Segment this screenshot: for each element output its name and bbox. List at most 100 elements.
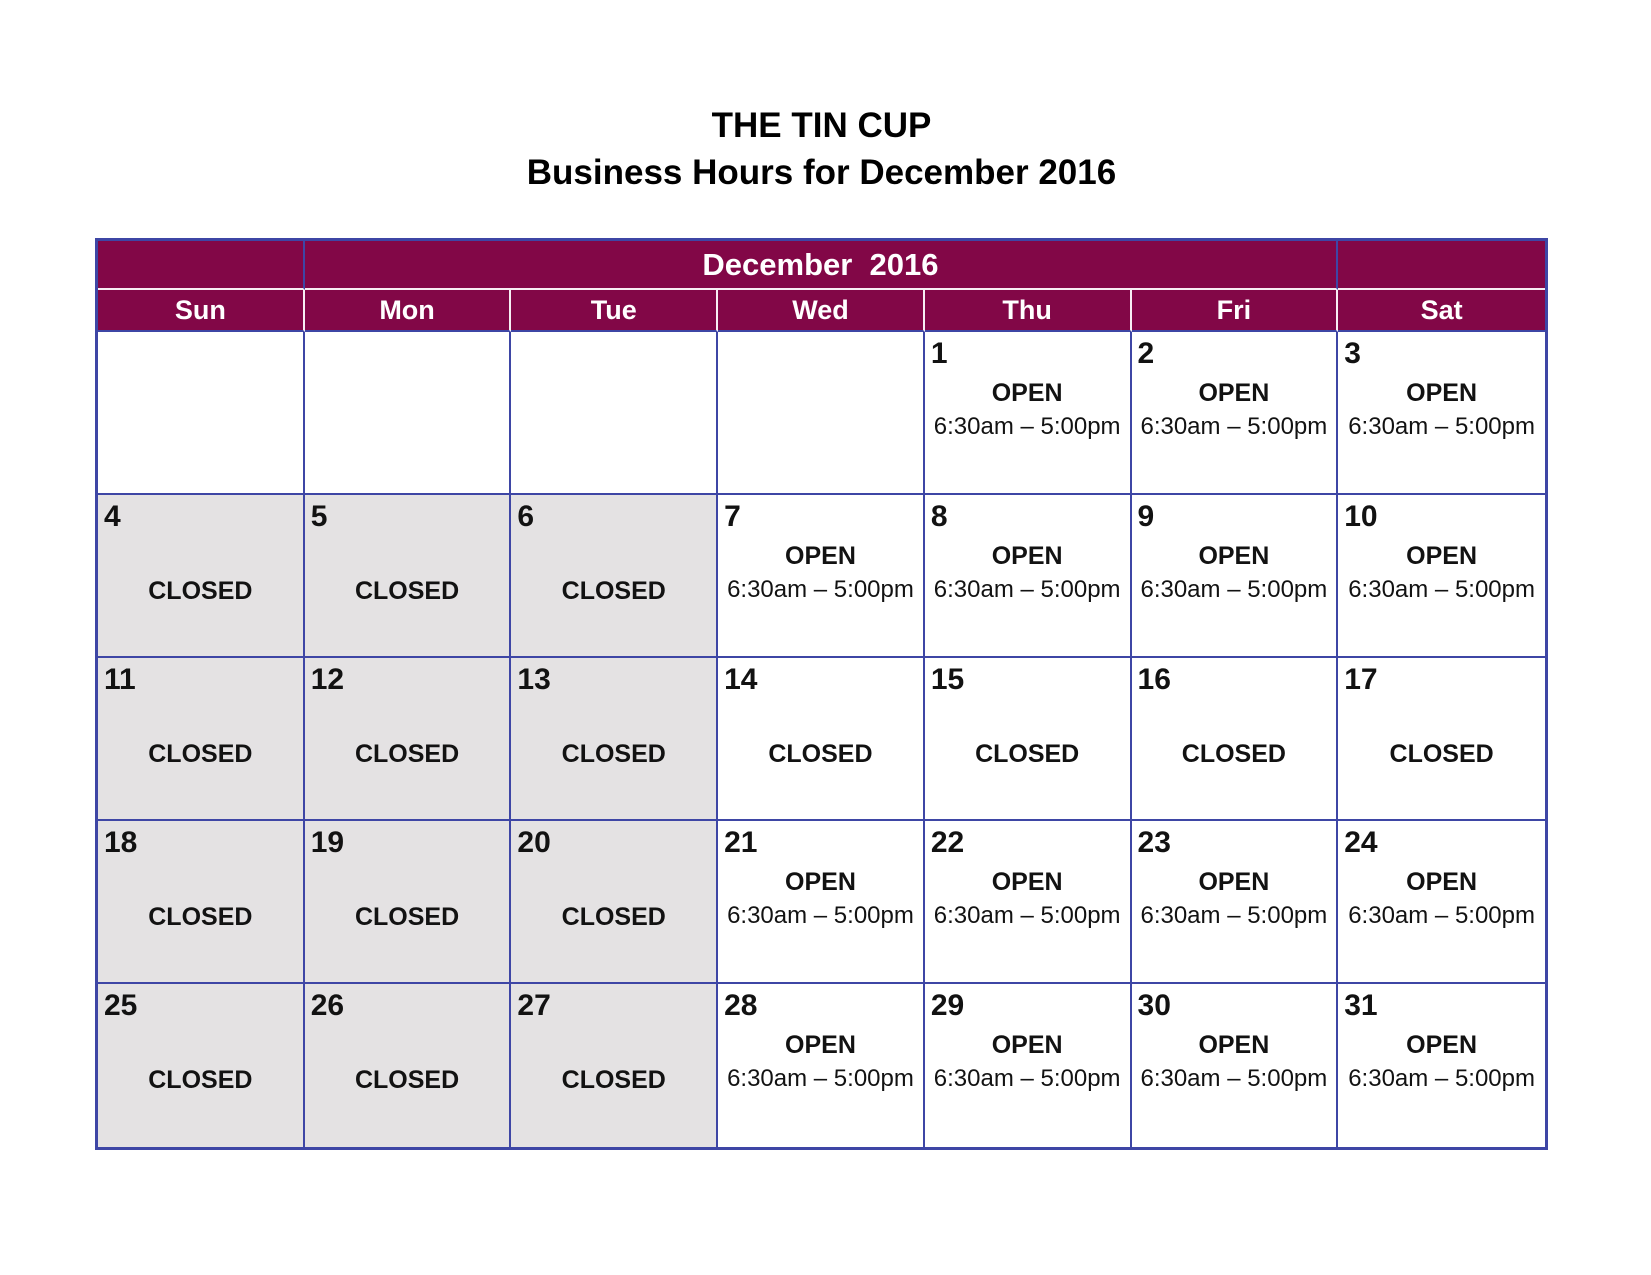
cell-hours: 6:30am – 5:00pm bbox=[1348, 413, 1535, 440]
calendar-cell-blank bbox=[718, 332, 925, 495]
cell-status-label: CLOSED bbox=[768, 740, 873, 768]
calendar-cell-6: 6 CLOSED bbox=[511, 495, 719, 658]
cell-date: 1 bbox=[930, 337, 948, 370]
calendar-cell-18: 18 CLOSED bbox=[98, 821, 305, 984]
cell-hours: 6:30am – 5:00pm bbox=[727, 576, 914, 603]
cell-date: 27 bbox=[517, 989, 551, 1022]
calendar-cell-15: 15 CLOSED bbox=[924, 658, 1132, 821]
calendar-cell-17: 17 CLOSED bbox=[1338, 658, 1545, 821]
cell-hours: 6:30am – 5:00pm bbox=[1140, 576, 1328, 603]
month-header-corner-right bbox=[1338, 241, 1545, 290]
cell-status-label: OPEN bbox=[991, 1031, 1063, 1059]
cell-hours: 6:30am – 5:00pm bbox=[933, 413, 1121, 440]
day-header-row: Sun Mon Tue Wed Thu Fri Sat bbox=[98, 290, 1545, 332]
title-line-2: Business Hours for December 2016 bbox=[526, 153, 1117, 192]
cell-status-label: CLOSED bbox=[148, 1066, 253, 1094]
cell-status-label: OPEN bbox=[785, 542, 856, 570]
cell-date: 18 bbox=[104, 826, 138, 859]
calendar-cell-28: 28 OPEN 6:30am – 5:00pm bbox=[718, 984, 925, 1147]
cell-hours: 6:30am – 5:00pm bbox=[1140, 902, 1328, 929]
calendar-week-row: 1 OPEN 6:30am – 5:00pm 2 OPEN 6:30am – 5:00pm… bbox=[98, 332, 1545, 495]
cell-date: 30 bbox=[1137, 989, 1171, 1022]
cell-date: 12 bbox=[310, 663, 345, 696]
cell-status-label: CLOSED bbox=[148, 740, 253, 768]
day-header-thu: Thu bbox=[924, 290, 1132, 332]
cell-status-label: CLOSED bbox=[561, 577, 666, 605]
calendar-cell-9: 9 OPEN 6:30am – 5:00pm bbox=[1131, 495, 1339, 658]
cell-date: 23 bbox=[1137, 826, 1171, 859]
month-header-corner-left bbox=[98, 241, 305, 290]
cell-date: 10 bbox=[1344, 500, 1378, 533]
day-header-sun: Sun bbox=[98, 290, 305, 332]
calendar-table: December 2016 Sun Mon Tue Wed Thu Fri Sa… bbox=[95, 238, 1548, 1150]
calendar-cell-2: 2 OPEN 6:30am – 5:00pm bbox=[1131, 332, 1339, 495]
day-header-wed: Wed bbox=[718, 290, 925, 332]
calendar-cell-3: 3 OPEN 6:30am – 5:00pm bbox=[1338, 332, 1545, 495]
calendar-cell-21: 21 OPEN 6:30am – 5:00pm bbox=[718, 821, 925, 984]
calendar-cell-8: 8 OPEN 6:30am – 5:00pm bbox=[924, 495, 1132, 658]
cell-status-label: CLOSED bbox=[561, 903, 666, 931]
title-line-1: THE TIN CUP bbox=[711, 106, 932, 145]
cell-date: 11 bbox=[104, 663, 136, 696]
cell-date: 29 bbox=[930, 989, 965, 1022]
cell-status-label: OPEN bbox=[991, 542, 1063, 570]
cell-status-label: CLOSED bbox=[561, 740, 666, 768]
cell-status-label: CLOSED bbox=[1389, 740, 1494, 768]
cell-date: 16 bbox=[1137, 663, 1171, 696]
cell-status-label: CLOSED bbox=[148, 903, 253, 931]
cell-status-label: OPEN bbox=[1198, 379, 1270, 407]
cell-status-label: CLOSED bbox=[148, 577, 253, 605]
cell-date: 14 bbox=[724, 663, 758, 696]
cell-date: 22 bbox=[930, 826, 965, 859]
calendar-cell-29: 29 OPEN 6:30am – 5:00pm bbox=[924, 984, 1132, 1147]
cell-date: 7 bbox=[724, 500, 741, 533]
calendar-cell-7: 7 OPEN 6:30am – 5:00pm bbox=[718, 495, 925, 658]
calendar-cell-20: 20 CLOSED bbox=[511, 821, 719, 984]
cell-status-label: CLOSED bbox=[354, 1066, 460, 1094]
cell-hours: 6:30am – 5:00pm bbox=[1348, 1065, 1535, 1092]
cell-date: 6 bbox=[517, 500, 535, 533]
cell-status-label: CLOSED bbox=[975, 740, 1080, 768]
calendar-cell-5: 5 CLOSED bbox=[304, 495, 512, 658]
calendar-cell-14: 14 CLOSED bbox=[718, 658, 925, 821]
calendar-week-row: 4 CLOSED 5 CLOSED 6 CLOSED 7 OPEN 6:30am – 5:00p… bbox=[98, 495, 1545, 658]
cell-date: 25 bbox=[104, 989, 138, 1022]
calendar-cell-27: 27 CLOSED bbox=[511, 984, 719, 1147]
calendar-cell-4: 4 CLOSED bbox=[98, 495, 305, 658]
cell-date: 2 bbox=[1137, 337, 1155, 370]
calendar-cell-blank bbox=[98, 332, 305, 495]
cell-status-label: OPEN bbox=[1198, 1031, 1270, 1059]
month-header-row: December 2016 bbox=[98, 241, 1545, 290]
cell-date: 17 bbox=[1344, 663, 1378, 696]
calendar-cell-11: 11 CLOSED bbox=[98, 658, 305, 821]
cell-hours: 6:30am – 5:00pm bbox=[727, 1065, 914, 1092]
cell-status-label: OPEN bbox=[1406, 379, 1478, 407]
calendar-week-row: 25 CLOSED 26 CLOSED 27 CLOSED 28 OPEN 6:30am – 5… bbox=[98, 984, 1545, 1147]
cell-date: 15 bbox=[930, 663, 965, 696]
calendar-cell-blank bbox=[304, 332, 512, 495]
cell-hours: 6:30am – 5:00pm bbox=[1140, 413, 1328, 440]
page-title: THE TIN CUP Business Hours for December … bbox=[95, 102, 1548, 196]
cell-date: 28 bbox=[724, 989, 758, 1022]
cell-date: 8 bbox=[930, 500, 948, 533]
cell-hours: 6:30am – 5:00pm bbox=[933, 576, 1121, 603]
day-header-sat: Sat bbox=[1338, 290, 1545, 332]
calendar-cell-25: 25 CLOSED bbox=[98, 984, 305, 1147]
cell-status-label: OPEN bbox=[785, 1031, 856, 1059]
cell-date: 3 bbox=[1344, 337, 1361, 370]
cell-hours: 6:30am – 5:00pm bbox=[1348, 902, 1535, 929]
cell-status-label: OPEN bbox=[991, 868, 1063, 896]
calendar-cell-26: 26 CLOSED bbox=[304, 984, 512, 1147]
cell-date: 24 bbox=[1344, 826, 1378, 859]
calendar-cell-19: 19 CLOSED bbox=[304, 821, 512, 984]
month-header-label: December 2016 bbox=[304, 241, 1339, 290]
cell-status-label: OPEN bbox=[1406, 1031, 1478, 1059]
calendar-cell-23: 23 OPEN 6:30am – 5:00pm bbox=[1131, 821, 1339, 984]
cell-hours: 6:30am – 5:00pm bbox=[1348, 576, 1535, 603]
day-header-mon: Mon bbox=[304, 290, 512, 332]
calendar-week-row: 18 CLOSED 19 CLOSED 20 CLOSED 21 OPEN 6:30am – 5… bbox=[98, 821, 1545, 984]
cell-status-label: CLOSED bbox=[354, 740, 460, 768]
day-header-tue: Tue bbox=[511, 290, 719, 332]
cell-date: 13 bbox=[517, 663, 551, 696]
cell-hours: 6:30am – 5:00pm bbox=[1140, 1065, 1328, 1092]
